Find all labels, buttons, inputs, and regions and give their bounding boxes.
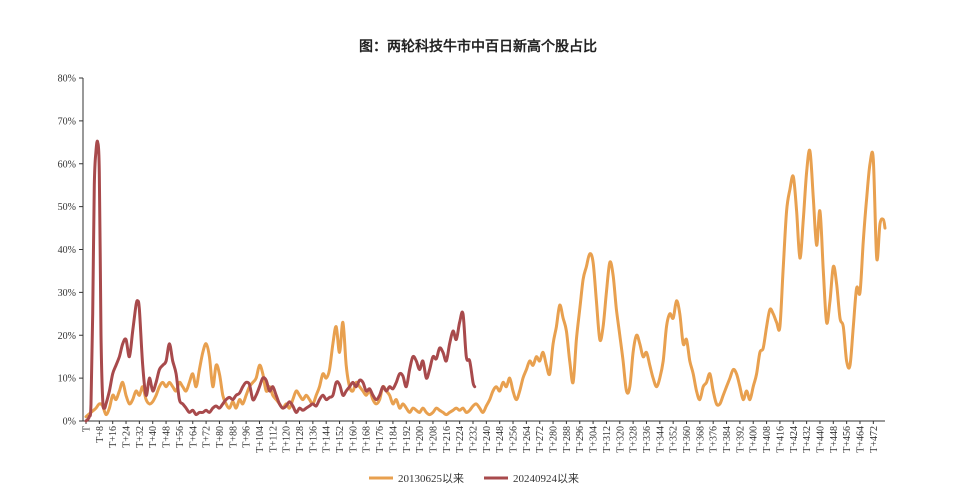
x-tick-label: T+200 [415,426,426,453]
x-tick-label: T+456 [842,426,853,453]
x-tick-label: T+336 [642,426,653,453]
x-tick-label: T+392 [735,426,746,453]
x-tick-label: T+384 [722,426,733,453]
y-tick-label: 10% [58,374,76,385]
x-tick-label: T+288 [562,426,573,453]
x-tick-label: T+440 [815,426,826,453]
x-tick-label: T+240 [482,426,493,453]
x-tick-label: T+72 [202,426,213,448]
x-tick-label: T+48 [162,426,173,448]
x-tick-label: T+208 [428,426,439,453]
x-tick-label: T+304 [589,426,600,453]
x-tick-label: T+216 [442,426,453,453]
x-tick-label: T+320 [615,426,626,453]
x-tick-label: T+328 [629,426,640,453]
x-tick-label: T+296 [575,426,586,453]
x-tick-label: T+224 [455,426,466,453]
x-tick-label: T+344 [655,426,666,453]
x-tick-label: T+40 [148,426,159,448]
x-tick-label: T+168 [362,426,373,453]
x-tick-label: T+144 [322,426,333,453]
x-tick-label: T+96 [242,426,253,448]
x-tick-label: T+56 [175,426,186,448]
x-tick-label: T+160 [348,426,359,453]
y-axis: 0% 10% 20% 30% 40% 50% 60% 70% 80% [58,74,84,428]
chart-title: 图：两轮科技牛市中百日新高个股占比 [359,39,597,55]
x-tick-label: T+400 [749,426,760,453]
legend-label-1: 20130625以来 [398,472,464,485]
x-tick-label: T+256 [509,426,520,453]
x-axis: T T+8 T+16 T+24 T+32 T+40 T+48 T+56 T+64 T+72 T+80… [82,420,885,453]
x-tick-label: T+464 [855,426,866,453]
x-tick-label: T+80 [215,426,226,448]
x-tick-label: T+8 [95,426,106,443]
x-tick-label: T+128 [295,426,306,453]
x-tick-label: T+352 [669,426,680,453]
series-lines [84,139,887,423]
x-tick-label: T+432 [802,426,813,453]
x-tick-label: T+272 [535,426,546,453]
x-tick-label: T+176 [375,426,386,453]
y-tick-label: 60% [58,159,76,170]
y-tick-label: 80% [58,74,76,85]
x-tick-label: T+88 [228,426,239,448]
legend: 20130625以来 20240924以来 [369,472,579,485]
x-tick-label: T+280 [549,426,560,453]
x-tick-label: T+376 [709,426,720,453]
x-tick-label: T+312 [602,426,613,453]
x-tick-label: T+120 [282,426,293,453]
x-tick-label: T+184 [388,426,399,453]
x-tick-label: T+64 [188,426,199,448]
x-tick-label: T+136 [308,426,319,453]
x-tick-label: T+424 [789,426,800,453]
x-tick-label: T+408 [762,426,773,453]
x-tick-label: T+112 [268,426,279,452]
x-tick-label: T+104 [255,426,266,453]
x-tick-label: T+32 [135,426,146,448]
x-tick-label: T+152 [335,426,346,453]
x-tick-label: T+16 [108,426,119,448]
x-tick-label: T [82,426,93,432]
y-tick-label: 40% [58,245,76,256]
y-tick-label: 30% [58,288,76,299]
x-tick-label: T+416 [775,426,786,453]
x-tick-label: T+24 [122,426,133,448]
x-tick-label: T+472 [869,426,880,453]
y-tick-label: 50% [58,202,76,213]
x-tick-label: T+360 [682,426,693,453]
series-line-1 [84,148,887,419]
x-tick-label: T+368 [695,426,706,453]
y-tick-label: 70% [58,116,76,127]
x-tick-label: T+232 [468,426,479,453]
y-tick-label: 0% [63,417,76,428]
series-line-2 [84,139,477,423]
legend-label-2: 20240924以来 [513,472,579,485]
x-tick-label: T+264 [522,426,533,453]
x-tick-label: T+192 [402,426,413,453]
y-tick-label: 20% [58,331,76,342]
x-tick-label: T+248 [495,426,506,453]
x-tick-label: T+448 [829,426,840,453]
